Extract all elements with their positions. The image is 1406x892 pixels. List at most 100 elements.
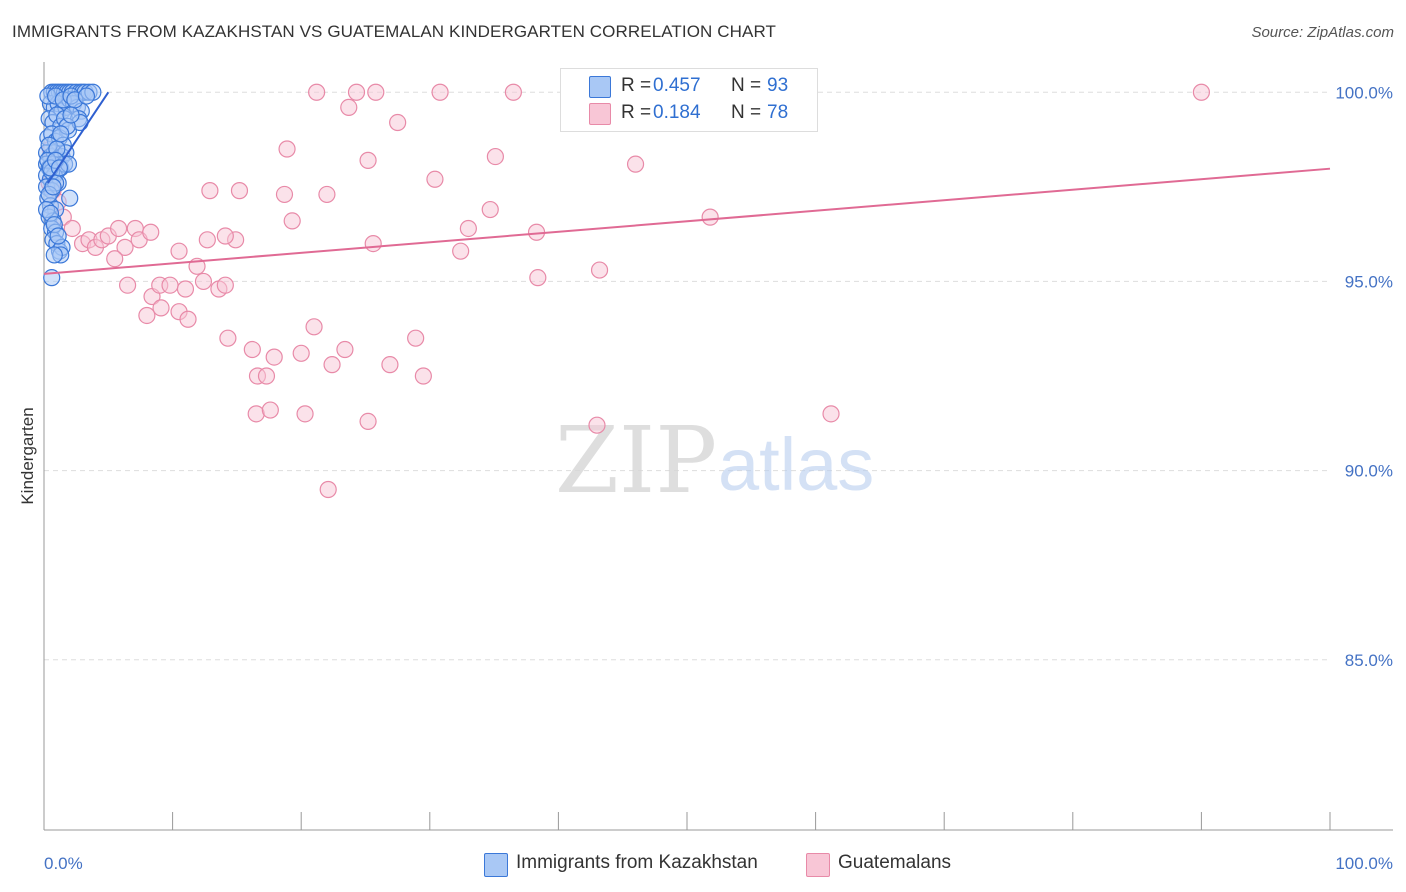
y-tick-label: 100.0% [1335, 83, 1393, 102]
y-tick-label: 90.0% [1345, 462, 1393, 481]
guatemalan-point [265, 348, 283, 366]
guatemalan-point [194, 272, 213, 291]
y-tick-labels: 100.0% 95.0% 90.0% 85.0% [1335, 83, 1393, 669]
guatemalan-point [176, 280, 195, 298]
guatemalan-point [414, 367, 432, 385]
guatemalan-point [308, 83, 326, 101]
legend-n-label: N = [731, 75, 762, 96]
legend-n-value: 78 [767, 102, 789, 123]
legend-r-label: R = [621, 102, 652, 123]
y-tick-label: 85.0% [1345, 651, 1393, 670]
y-tick-label: 95.0% [1345, 272, 1393, 291]
legend-swatch-pink [806, 853, 830, 877]
guatemalans-points [40, 83, 1211, 499]
guatemalan-point [161, 276, 179, 294]
guatemalan-point [201, 182, 219, 200]
guatemalan-point [367, 83, 385, 101]
guatemalan-point [452, 242, 470, 260]
guatemalan-point [216, 227, 234, 245]
guatemalan-point [590, 261, 609, 279]
kazakhstan-point [44, 178, 62, 196]
legend-n-value: 93 [767, 75, 789, 96]
watermark-atlas: atlas [718, 423, 874, 506]
legend-swatch-blue [589, 76, 611, 98]
guatemalan-point [529, 269, 547, 287]
trend-lines [43, 91, 1331, 275]
x-tick-label: 0.0% [44, 854, 83, 873]
guatemalan-point [347, 83, 366, 101]
legend-label: Immigrants from Kazakhstan [516, 852, 758, 873]
guatemalan-point [243, 340, 261, 359]
legend-swatch-blue [484, 853, 508, 877]
guatemalan-point [318, 185, 336, 204]
kazakhstan-trend-line [47, 91, 110, 184]
legend-r-label: R = [621, 75, 652, 96]
guatemalan-point [292, 344, 310, 362]
kazakhstan-points [37, 83, 102, 287]
legend-n-label: N = [731, 102, 762, 123]
guatemalan-point [1192, 83, 1211, 101]
chart-title: IMMIGRANTS FROM KAZAKHSTAN VS GUATEMALAN… [12, 22, 776, 41]
guatemalan-point [359, 412, 377, 431]
guatemalan-point [296, 405, 314, 423]
guatemalan-point [179, 310, 197, 328]
y-axis-label: Kindergarten [18, 407, 37, 504]
stats-legend: R = 0.457 N = 93 R = 0.184 N = 78 [560, 68, 818, 132]
watermark-zip: ZIP [555, 407, 717, 514]
kazakhstan-point [77, 87, 96, 105]
legend-swatch-pink [589, 103, 611, 125]
x-tick-labels: 0.0% 100.0% [44, 854, 1393, 873]
gridlines [44, 91, 1330, 661]
guatemalan-point [381, 356, 399, 374]
guatemalan-point [109, 219, 128, 238]
guatemalan-point [247, 405, 265, 423]
guatemalan-point [142, 223, 160, 241]
guatemalan-point [426, 170, 444, 188]
legend-label: Guatemalans [838, 852, 952, 873]
guatemalan-point [170, 242, 188, 260]
legend-r-value: 0.184 [653, 102, 701, 123]
guatemalan-point [822, 405, 840, 423]
legend-r-value: 0.457 [653, 75, 701, 96]
guatemalan-point [701, 208, 719, 226]
guatemalan-point [116, 238, 134, 256]
guatemalan-point [283, 212, 301, 230]
guatemalan-point [305, 318, 323, 336]
guatemalan-point [63, 219, 81, 238]
kazakhstan-point [52, 125, 70, 143]
guatemalan-point [118, 276, 137, 294]
guatemalan-point [626, 155, 645, 173]
guatemalan-point [257, 367, 276, 385]
guatemalan-point [275, 185, 294, 204]
guatemalan-point [323, 356, 341, 374]
guatemalan-trend-line [43, 167, 1331, 275]
guatemalan-point [138, 306, 156, 325]
kazakhstan-point [49, 227, 67, 245]
kazakhstan-point [45, 246, 63, 264]
kazakhstan-point [61, 189, 79, 207]
guatemalan-point [278, 140, 296, 158]
guatemalan-point [219, 329, 237, 347]
guatemalan-point [389, 113, 407, 132]
x-tick-label: 100.0% [1335, 854, 1393, 873]
guatemalan-point [407, 329, 425, 347]
guatemalan-point [459, 219, 477, 238]
guatemalan-point [359, 151, 377, 169]
guatemalan-point [481, 200, 499, 219]
source-credit: Source: ZipAtlas.com [1251, 24, 1394, 41]
guatemalan-point [261, 401, 279, 419]
guatemalan-point [216, 276, 234, 294]
guatemalan-point [106, 250, 124, 268]
guatemalan-point [364, 234, 382, 253]
guatemalan-point [319, 480, 337, 499]
guatemalan-point [230, 182, 249, 200]
guatemalan-point [340, 98, 358, 116]
guatemalan-point [486, 147, 504, 166]
guatemalan-point [588, 416, 606, 434]
kazakhstan-point [62, 106, 80, 124]
guatemalan-point [336, 340, 354, 359]
guatemalan-point [152, 299, 170, 317]
guatemalan-point [504, 83, 522, 101]
guatemalan-point [431, 83, 449, 101]
